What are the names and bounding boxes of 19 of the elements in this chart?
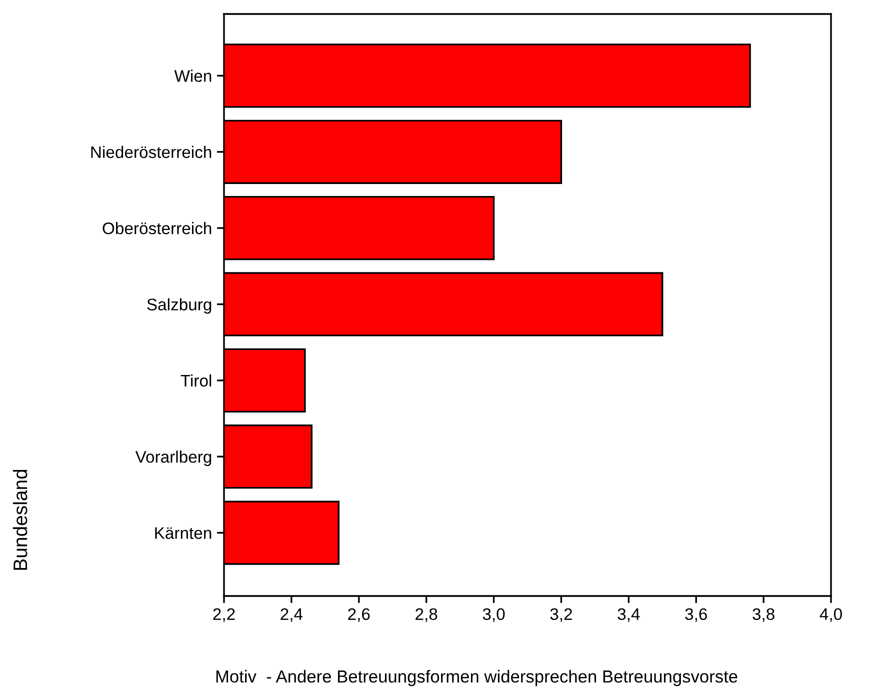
x-tick-label: 3,2 bbox=[550, 608, 572, 622]
y-tick-label: Wien bbox=[174, 70, 212, 82]
y-axis-title: Bundesland bbox=[12, 470, 28, 570]
x-tick-label: 2,6 bbox=[348, 608, 370, 622]
y-tick-label: Tirol bbox=[180, 374, 212, 387]
x-tick-label: 4,0 bbox=[820, 608, 842, 622]
x-tick-label: 2,4 bbox=[280, 608, 303, 622]
x-tick-label: 3,0 bbox=[482, 608, 505, 622]
y-tick-label: Niederösterreich bbox=[91, 146, 212, 158]
x-tick-label: 3,6 bbox=[685, 608, 707, 622]
y-tick-label: Salzburg bbox=[147, 298, 212, 314]
x-axis-title: Motiv - Andere Betreuungsformen widersprechen Betreuungsvorste bbox=[216, 670, 738, 686]
x-tick-label: 3,8 bbox=[752, 608, 774, 622]
y-tick-label: Kärnten bbox=[155, 527, 212, 539]
x-tick-label: 2,2 bbox=[213, 608, 235, 622]
y-tick-label: Vorarlberg bbox=[135, 450, 212, 466]
x-tick-label: 2,8 bbox=[416, 608, 438, 622]
y-tick-label: Oberösterreich bbox=[102, 222, 212, 234]
x-tick-label: 3,4 bbox=[618, 608, 640, 622]
